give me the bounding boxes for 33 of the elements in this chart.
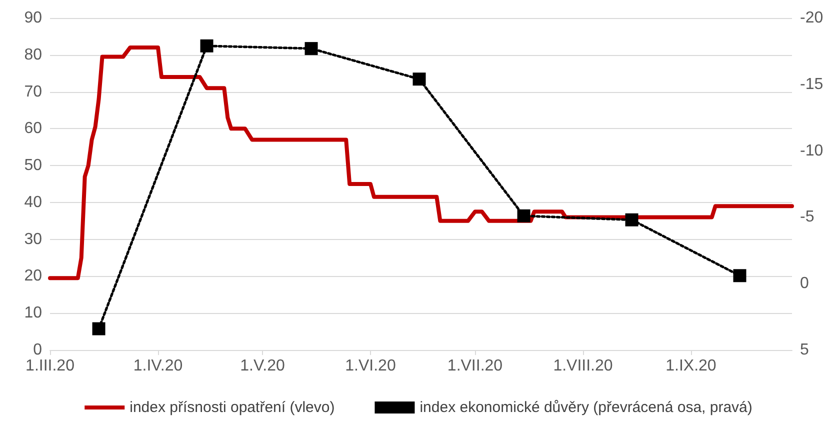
y2-tick-label: -10 xyxy=(800,142,824,160)
y-tick-label: 40 xyxy=(24,194,42,211)
point xyxy=(412,72,426,86)
x-tick-label: 1.IV.20 xyxy=(133,358,183,374)
x-tick-label: 1.III.20 xyxy=(26,358,75,374)
point xyxy=(517,209,530,222)
legend-label: index přísnosti opatření (vlevo) xyxy=(130,399,335,416)
y-tick-label: 20 xyxy=(24,268,42,285)
y-tick-label: 90 xyxy=(24,10,42,26)
line-series xyxy=(48,46,794,280)
point xyxy=(304,42,318,56)
point xyxy=(625,213,638,226)
y2-tick-label: -5 xyxy=(800,208,814,226)
y-tick-label: 30 xyxy=(24,230,42,248)
legend-label: index ekonomické důvěry (převrácená osa, pravá) xyxy=(420,399,752,416)
y2-tick-label: 0 xyxy=(800,275,809,292)
y-tick-label: 10 xyxy=(24,304,42,322)
point xyxy=(92,322,106,336)
y-tick-label: 80 xyxy=(24,46,42,64)
y2-tick-label: -15 xyxy=(800,76,824,93)
point xyxy=(733,269,746,282)
x-tick-label: 1.VII.20 xyxy=(447,358,503,374)
x-tick-label: 1.IX.20 xyxy=(666,358,716,374)
x-tick-label: 1.VI.20 xyxy=(345,358,396,374)
y2-tick-label: -20 xyxy=(800,10,824,26)
y-tick-label: 60 xyxy=(24,120,42,138)
x-tick-label: 1.V.20 xyxy=(240,358,285,374)
point xyxy=(200,39,214,52)
y2-tick-label: 5 xyxy=(800,342,809,358)
y-tick-label: 50 xyxy=(24,157,42,174)
y-tick-label: 0 xyxy=(33,342,42,358)
x-tick-label: 1.VIII.20 xyxy=(553,358,613,374)
y-tick-label: 70 xyxy=(24,83,42,100)
